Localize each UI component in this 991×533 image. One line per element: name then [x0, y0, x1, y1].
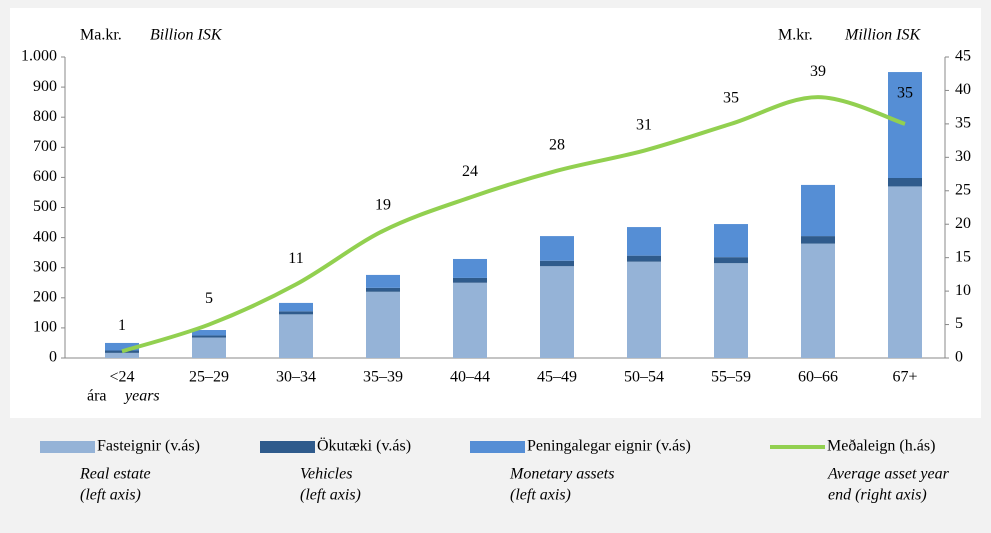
y2-tick-label: 35	[955, 115, 971, 132]
bar	[714, 263, 748, 358]
y-axis-label-en: Billion ISK	[150, 27, 223, 44]
bar	[105, 342, 139, 351]
bar	[453, 258, 487, 278]
y2-tick-label: 20	[955, 215, 971, 232]
x-tick-label: 45–49	[537, 369, 577, 386]
x-axis-label-en: years	[123, 388, 160, 405]
data-label: 28	[549, 136, 565, 153]
y-tick-label: 800	[33, 108, 57, 125]
legend-label: Meðaleign (h.ás)	[827, 438, 935, 455]
legend-label: Fasteignir (v.ás)	[97, 438, 200, 455]
line	[121, 95, 906, 354]
y-tick-label: 500	[33, 198, 57, 215]
data-label: 11	[288, 250, 303, 267]
legend-label-en: end (right axis)	[828, 487, 927, 504]
data-label: 35	[897, 85, 913, 102]
y-tick-label: 900	[33, 78, 57, 95]
legend-label-en: Real estate	[79, 466, 151, 483]
bar	[801, 243, 835, 358]
y2-tick-label: 40	[955, 81, 971, 98]
bar	[888, 186, 922, 358]
y-tick-label: 1.000	[21, 48, 57, 65]
y-tick-label: 300	[33, 258, 57, 275]
legend-label-en: (left axis)	[510, 487, 571, 504]
bar	[192, 335, 226, 338]
data-label: 24	[462, 163, 478, 180]
y-tick-label: 700	[33, 138, 57, 155]
y-tick-label: 600	[33, 168, 57, 185]
bar	[453, 277, 487, 283]
bar	[714, 257, 748, 264]
y-tick-label: 0	[49, 349, 57, 366]
legend-label-en: (left axis)	[300, 487, 361, 504]
bar	[279, 302, 313, 312]
x-tick-label: 55–59	[711, 369, 751, 386]
legend-swatch	[470, 441, 525, 453]
data-label: 19	[375, 197, 391, 214]
bar	[105, 350, 139, 353]
bar	[192, 330, 226, 336]
data-label: 1	[118, 317, 126, 334]
bar	[801, 236, 835, 244]
x-tick-label: 67+	[892, 369, 917, 386]
x-tick-label: <24	[109, 369, 134, 386]
x-tick-label: 50–54	[624, 369, 664, 386]
bar	[627, 227, 661, 256]
x-axis-label: ára	[87, 388, 107, 405]
bar	[105, 352, 139, 358]
x-tick-label: 35–39	[363, 369, 403, 386]
y-tick-label: 100	[33, 319, 57, 336]
data-label: 5	[205, 290, 213, 307]
legend-swatch	[40, 441, 95, 453]
bar	[279, 314, 313, 358]
bar	[366, 274, 400, 288]
y-tick-label: 200	[33, 288, 57, 305]
legend-label-en: (left axis)	[80, 487, 141, 504]
legend-swatch	[260, 441, 315, 453]
bar	[714, 224, 748, 258]
bar	[888, 72, 922, 179]
bar	[627, 261, 661, 358]
data-label: 31	[636, 116, 652, 133]
y2-tick-label: 45	[955, 48, 971, 65]
y-tick-label: 400	[33, 228, 57, 245]
legend-label: Ökutæki (v.ás)	[317, 437, 411, 455]
x-tick-label: 30–34	[276, 369, 316, 386]
y2-tick-label: 10	[955, 282, 971, 299]
bar	[453, 282, 487, 358]
legend-label-en: Average asset year	[827, 466, 950, 483]
y-axis-label: Ma.kr.	[80, 27, 122, 44]
x-tick-label: 60–66	[798, 369, 838, 386]
y2-tick-label: 25	[955, 181, 971, 198]
bar	[366, 287, 400, 292]
y2-tick-label: 15	[955, 248, 971, 265]
data-label: 39	[810, 63, 826, 80]
y2-axis-label: M.kr.	[778, 27, 813, 44]
bar	[627, 255, 661, 262]
bar	[888, 178, 922, 187]
data-label: 35	[723, 90, 739, 107]
bar	[279, 311, 313, 315]
legend-label-en: Vehicles	[300, 466, 352, 483]
y2-tick-label: 0	[955, 349, 963, 366]
legend-label: Peningalegar eignir (v.ás)	[527, 438, 691, 455]
y2-axis-label-en: Million ISK	[844, 27, 921, 44]
x-tick-label: 25–29	[189, 369, 229, 386]
y2-tick-label: 30	[955, 148, 971, 165]
legend-label-en: Monetary assets	[509, 466, 614, 483]
bar	[540, 236, 574, 261]
y2-tick-label: 5	[955, 315, 963, 332]
bar	[192, 337, 226, 358]
bar	[540, 260, 574, 267]
bar	[540, 266, 574, 358]
x-tick-label: 40–44	[450, 369, 490, 386]
bar	[366, 291, 400, 358]
bar	[801, 184, 835, 237]
plot-panel	[10, 8, 981, 418]
